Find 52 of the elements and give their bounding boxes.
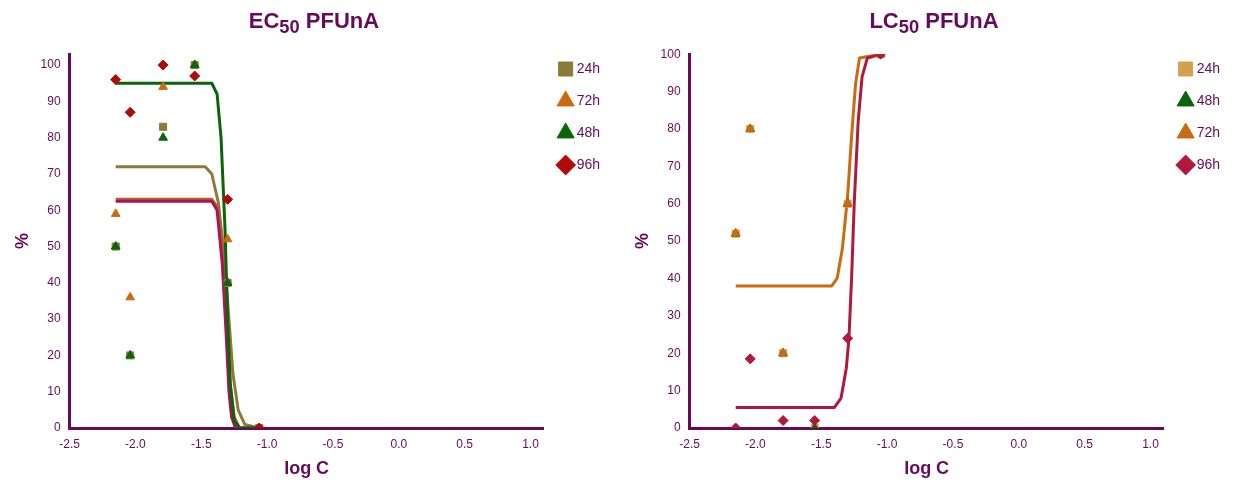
x-tick-label: -1.0 bbox=[256, 436, 278, 451]
y-tick-label: 60 bbox=[47, 202, 61, 217]
x-tick-label: 0.0 bbox=[390, 436, 408, 451]
x-axis-title: log C bbox=[904, 458, 950, 479]
x-tick-label: -0.5 bbox=[942, 436, 964, 451]
x-tick-label: -1.5 bbox=[810, 436, 832, 451]
x-tick-label: -2.0 bbox=[745, 436, 767, 451]
y-tick-label: 20 bbox=[47, 347, 61, 362]
y-tick-label: 100 bbox=[660, 46, 681, 61]
y-tick-label: 10 bbox=[47, 384, 61, 399]
legend-label: 24h bbox=[1196, 59, 1220, 76]
x-tick-label: 0.0 bbox=[1010, 436, 1028, 451]
x-tick-label: 0.5 bbox=[456, 436, 474, 451]
x-tick-label: -2.5 bbox=[59, 436, 81, 451]
y-tick-label: 90 bbox=[47, 93, 61, 108]
y-tick-label: 30 bbox=[47, 311, 61, 326]
y-axis-title: % bbox=[11, 233, 32, 250]
y-tick-label: 50 bbox=[47, 238, 61, 253]
x-tick-label: -1.0 bbox=[876, 436, 898, 451]
chart-title: LC$_{50}$ PFUnA bbox=[868, 8, 1000, 40]
chart-title: EC$_{50}$ PFUnA bbox=[247, 8, 381, 40]
legend-label: 24h bbox=[576, 59, 600, 76]
x-axis-title: log C bbox=[284, 458, 330, 479]
y-tick-label: 70 bbox=[47, 166, 61, 181]
y-tick-label: 10 bbox=[667, 382, 681, 397]
y-tick-label: 100 bbox=[40, 57, 61, 72]
legend-label: 48h bbox=[576, 123, 600, 140]
y-tick-label: 70 bbox=[667, 158, 681, 173]
y-tick-label: 20 bbox=[667, 345, 681, 360]
y-tick-label: 90 bbox=[667, 83, 681, 98]
y-tick-label: 60 bbox=[667, 196, 681, 211]
y-tick-label: 40 bbox=[667, 270, 681, 285]
y-tick-label: 50 bbox=[667, 233, 681, 248]
x-tick-label: -1.5 bbox=[190, 436, 212, 451]
y-tick-label: 0 bbox=[673, 420, 681, 435]
y-tick-label: 30 bbox=[667, 308, 681, 323]
y-tick-label: 80 bbox=[47, 129, 61, 144]
y-tick-label: 0 bbox=[53, 420, 61, 435]
y-tick-label: 80 bbox=[667, 121, 681, 136]
x-tick-label: 1.0 bbox=[522, 436, 540, 451]
legend-label: 48h bbox=[1196, 91, 1220, 108]
x-tick-label: 0.5 bbox=[1076, 436, 1094, 451]
x-tick-label: -0.5 bbox=[322, 436, 344, 451]
legend-label: 96h bbox=[576, 155, 600, 172]
y-axis-title: % bbox=[631, 233, 652, 250]
y-tick-label: 40 bbox=[47, 275, 61, 290]
legend-label: 96h bbox=[1196, 155, 1220, 172]
legend-label: 72h bbox=[1196, 123, 1220, 140]
x-tick-label: -2.0 bbox=[125, 436, 147, 451]
x-tick-label: -2.5 bbox=[679, 436, 701, 451]
x-tick-label: 1.0 bbox=[1142, 436, 1160, 451]
legend-label: 72h bbox=[576, 91, 600, 108]
